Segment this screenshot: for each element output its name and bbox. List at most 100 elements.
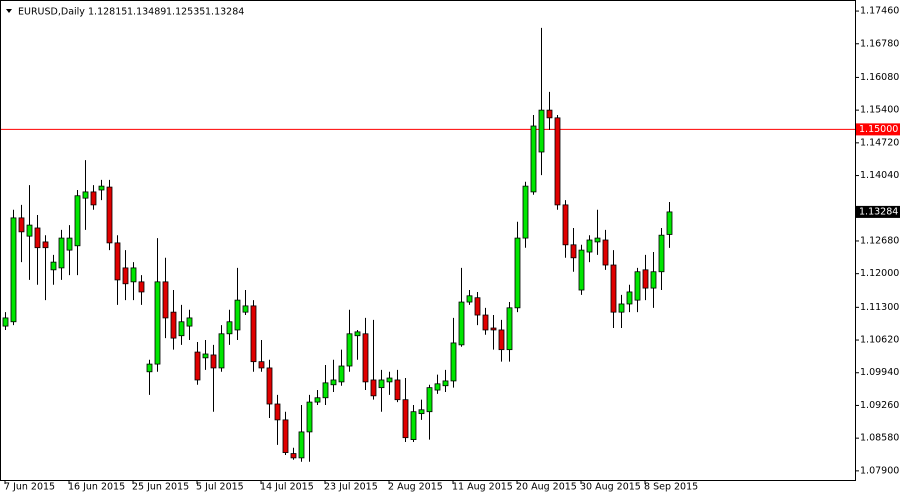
- candle-body: [442, 380, 449, 387]
- y-tick-label: 1.12000: [860, 268, 899, 279]
- candle-body: [522, 185, 529, 239]
- y-tick-label: 1.15400: [860, 105, 899, 116]
- candle-body: [274, 403, 281, 421]
- x-tick-label: 14 Jul 2015: [260, 482, 314, 493]
- low-value: 1.12535: [166, 7, 205, 18]
- chart-title: EURUSD,Daily: [18, 7, 85, 18]
- candle-body: [666, 211, 673, 235]
- y-tick-label: 1.09940: [860, 367, 899, 378]
- candle-body: [410, 411, 417, 440]
- candle-body: [498, 329, 505, 351]
- candle-body: [490, 327, 497, 331]
- y-tick-label: 1.14720: [860, 137, 899, 148]
- candle-body: [402, 399, 409, 439]
- candle-body: [282, 419, 289, 453]
- candle-body: [386, 377, 393, 383]
- x-tick-label: 16 Jun 2015: [68, 482, 125, 493]
- candle-body: [42, 241, 49, 249]
- candle-body: [570, 244, 577, 259]
- candle-body: [626, 291, 633, 305]
- candle-body: [34, 227, 41, 249]
- candle-body: [586, 239, 593, 253]
- candle-body: [658, 234, 665, 273]
- level-label-box: [856, 123, 900, 136]
- price-label: 1.13284: [859, 206, 898, 217]
- candle-body: [250, 305, 257, 363]
- candle-body: [18, 217, 25, 233]
- candle-body: [226, 321, 233, 335]
- y-tick-label: 1.07900: [860, 465, 899, 476]
- candle-body: [218, 333, 225, 369]
- candle-body: [162, 281, 169, 319]
- candle-body: [114, 242, 121, 281]
- candle-body: [234, 299, 241, 331]
- y-tick-label: 1.08580: [860, 433, 899, 444]
- candle-body: [618, 303, 625, 313]
- candle-body: [394, 379, 401, 401]
- candle-body: [634, 271, 641, 301]
- candle-body: [458, 301, 465, 346]
- candle-body: [466, 295, 473, 303]
- candle-body: [330, 379, 337, 386]
- close-value: 1.13284: [205, 7, 244, 18]
- candle-body: [26, 224, 33, 237]
- candle-body: [242, 305, 249, 313]
- x-tick-label: 20 Aug 2015: [516, 482, 577, 493]
- candle-body: [562, 204, 569, 246]
- y-tick-label: 1.16080: [860, 72, 899, 83]
- candle-body: [122, 267, 129, 285]
- candle-body: [178, 321, 185, 337]
- candle-body: [482, 314, 489, 331]
- candle-body: [530, 125, 537, 193]
- level-label: 1.15000: [859, 124, 898, 135]
- candle-body: [170, 311, 177, 339]
- candle-body: [426, 387, 433, 413]
- candle-body: [610, 264, 617, 313]
- candle-body: [50, 261, 57, 271]
- y-tick-label: 1.09260: [860, 400, 899, 411]
- candle-body: [58, 237, 65, 269]
- candle-body: [538, 109, 545, 153]
- candle-body: [210, 354, 217, 369]
- candle-body: [506, 307, 513, 351]
- candle-body: [314, 397, 321, 403]
- y-tick-label: 1.16780: [860, 38, 899, 49]
- candle-body: [74, 195, 81, 247]
- menu-arrow[interactable]: [6, 9, 12, 13]
- candle-body: [650, 271, 657, 289]
- y-tick-label: 1.14040: [860, 170, 899, 181]
- candle-body: [642, 269, 649, 289]
- candle-body: [98, 185, 105, 191]
- candle-body: [10, 217, 17, 323]
- candle-body: [258, 361, 265, 369]
- candle-body: [66, 237, 73, 251]
- candle-body: [546, 109, 553, 119]
- x-tick-label: 5 Jul 2015: [196, 482, 244, 493]
- candle-body: [370, 379, 377, 397]
- y-tick-label: 1.12680: [860, 235, 899, 246]
- x-tick-label: 11 Aug 2015: [452, 482, 513, 493]
- candle-body: [202, 353, 209, 359]
- candle-body: [338, 365, 345, 383]
- candle-body: [578, 249, 585, 291]
- candle-body: [186, 317, 193, 327]
- x-tick-label: 7 Jun 2015: [4, 482, 55, 493]
- candle-body: [154, 281, 161, 365]
- candle-body: [434, 383, 441, 391]
- candle-body: [290, 453, 297, 459]
- candle-body: [450, 342, 457, 382]
- candle-body: [194, 351, 201, 381]
- y-tick-label: 1.10620: [860, 335, 899, 346]
- y-tick-label: 1.17460: [860, 6, 899, 17]
- candle-body: [418, 409, 425, 415]
- candle-body: [514, 237, 521, 309]
- candle-body: [474, 297, 481, 316]
- candle-body: [90, 191, 97, 206]
- candle-body: [298, 431, 305, 459]
- candle-body: [378, 379, 385, 389]
- candle-body: [130, 267, 137, 283]
- y-tick-label: 1.11300: [860, 302, 899, 313]
- x-tick-label: 2 Aug 2015: [388, 482, 443, 493]
